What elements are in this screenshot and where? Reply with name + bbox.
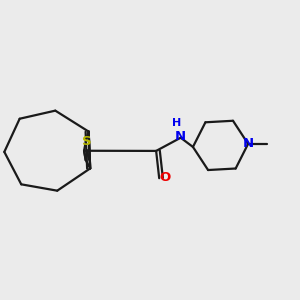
Text: H: H: [172, 118, 182, 128]
Text: S: S: [82, 135, 91, 148]
Text: N: N: [242, 137, 254, 150]
Text: O: O: [159, 171, 170, 184]
Text: N: N: [175, 130, 186, 143]
